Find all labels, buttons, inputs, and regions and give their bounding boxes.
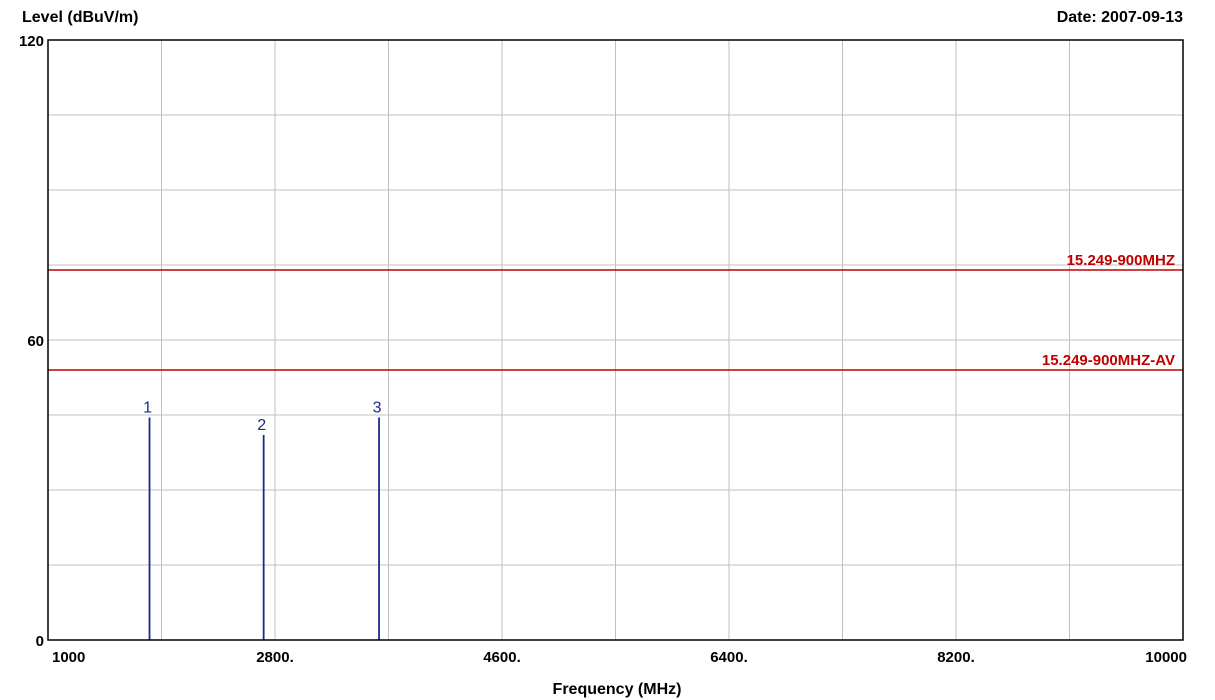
x-axis-title: Frequency (MHz) — [553, 681, 682, 698]
y-tick-labels: 0 60 120 — [19, 33, 44, 650]
limit-line-label: 15.249-900MHZ-AV — [1042, 352, 1175, 369]
markers: 1 2 3 — [143, 400, 382, 640]
plot-frame — [47, 39, 1184, 641]
marker-label: 1 — [143, 400, 152, 417]
date-label: Date: 2007-09-13 — [1057, 9, 1183, 26]
x-tick-labels: 1000 2800. 4600. 6400. 8200. 10000 — [52, 649, 1187, 666]
x-tick-label: 2800. — [256, 649, 294, 666]
y-axis-title: Level (dBuV/m) — [22, 9, 138, 26]
y-tick-label: 120 — [19, 33, 44, 50]
x-tick-label: 8200. — [937, 649, 975, 666]
marker-label: 2 — [257, 417, 266, 434]
y-tick-label: 60 — [27, 333, 44, 350]
x-tick-label: 1000 — [52, 649, 85, 666]
x-tick-label: 4600. — [483, 649, 521, 666]
grid — [47, 39, 1184, 641]
marker-label: 3 — [373, 400, 382, 417]
y-tick-label: 0 — [36, 633, 44, 650]
x-tick-label: 6400. — [710, 649, 748, 666]
x-tick-label: 10000 — [1145, 649, 1187, 666]
limit-lines: 15.249-900MHZ 15.249-900MHZ-AV — [48, 252, 1183, 371]
limit-line-label: 15.249-900MHZ — [1067, 252, 1175, 269]
